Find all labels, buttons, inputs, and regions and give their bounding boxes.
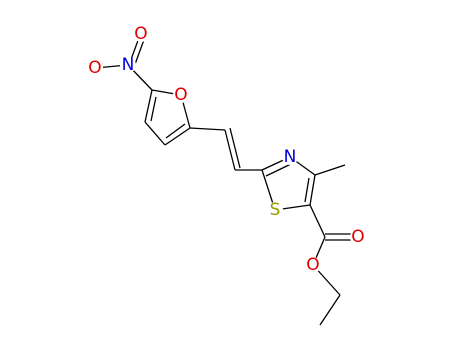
atom-label: S bbox=[270, 200, 281, 220]
atom-label: O bbox=[174, 85, 187, 105]
atom-label: N bbox=[122, 55, 135, 75]
atom-label: O bbox=[134, 24, 147, 44]
atom-labels: O N O O N S O O bbox=[87, 24, 366, 275]
atom-label: O bbox=[306, 255, 319, 275]
atom-label: N bbox=[284, 147, 297, 167]
bonds bbox=[94, 34, 357, 326]
atom-label: O bbox=[351, 227, 364, 247]
atom-label: O bbox=[88, 58, 101, 78]
